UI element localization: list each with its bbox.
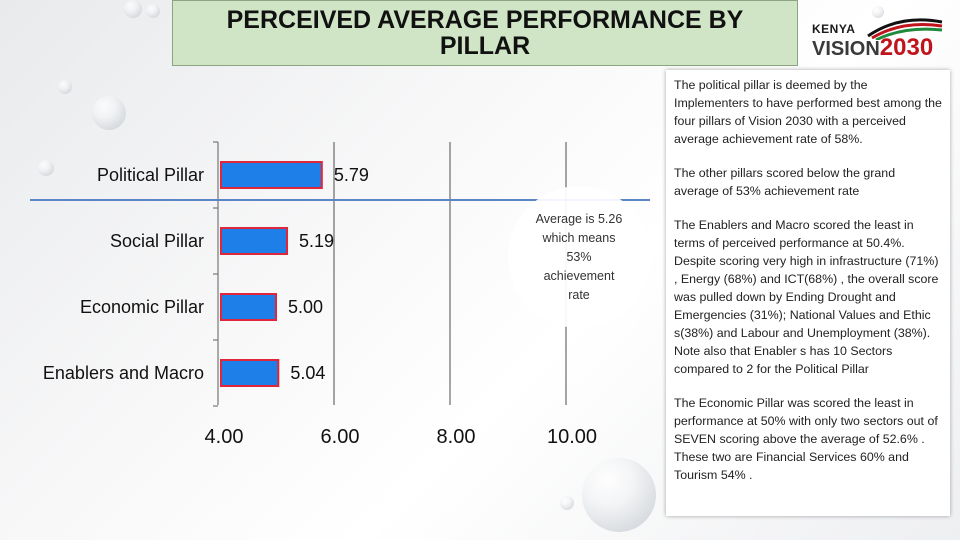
value-label: 5.19 — [299, 231, 334, 251]
value-label: 5.00 — [288, 297, 323, 317]
decorative-bubble — [58, 80, 72, 94]
note-economic: The Economic Pillar was scored the least… — [674, 396, 938, 482]
x-tick-label: 8.00 — [437, 426, 476, 448]
decorative-bubble — [38, 160, 54, 176]
logo-swoosh-icon — [867, 18, 943, 40]
decorative-bubble — [92, 96, 126, 130]
x-tick-label: 10.00 — [547, 426, 597, 448]
category-label: Enablers and Macro — [43, 363, 204, 383]
chart-labels: Political Pillar 5.79 Social Pillar 5.19 Eco… — [43, 165, 597, 448]
decorative-bubble — [124, 0, 142, 18]
bar-2 — [220, 227, 289, 255]
logo-year: 2030 — [879, 34, 934, 61]
note-political: The political pillar is deemed by the Im… — [674, 78, 942, 146]
logo-vision-text: VISION2030 — [812, 34, 933, 62]
note-other-pillars: The other pillars scored below the grand… — [674, 166, 896, 198]
decorative-bubble — [872, 6, 884, 18]
chart-bars — [220, 161, 323, 387]
average-callout-text: Average is 5.26 which means 53% achievem… — [535, 211, 623, 302]
bar-4 — [220, 359, 280, 387]
x-tick-label: 6.00 — [321, 426, 360, 448]
logo-vision-word: VISION — [812, 38, 880, 60]
page-title: PERCEIVED AVERAGE PERFORMANCE BY PILLAR — [226, 6, 744, 60]
category-label: Political Pillar — [97, 165, 204, 185]
notes-panel: The political pillar is deemed by the Im… — [666, 70, 950, 516]
category-label: Economic Pillar — [80, 297, 204, 317]
logo-kenya-text: KENYA — [812, 22, 856, 36]
average-callout: Average is 5.26 which means 53% achievem… — [508, 186, 650, 328]
bar-3 — [220, 293, 277, 321]
decorative-bubble — [582, 458, 656, 532]
decorative-bubble — [146, 4, 160, 18]
decorative-bubble — [560, 496, 574, 510]
value-label: 5.04 — [290, 363, 325, 383]
bar-1 — [220, 161, 323, 189]
kenya-vision-2030-logo: KENYA VISION2030 — [812, 18, 943, 62]
value-label: 5.79 — [334, 165, 369, 185]
category-label: Social Pillar — [110, 231, 204, 251]
title-banner: PERCEIVED AVERAGE PERFORMANCE BY PILLAR — [172, 0, 798, 66]
x-tick-label: 4.00 — [205, 426, 244, 448]
note-enablers: The Enablers and Macro scored the least … — [674, 218, 939, 376]
